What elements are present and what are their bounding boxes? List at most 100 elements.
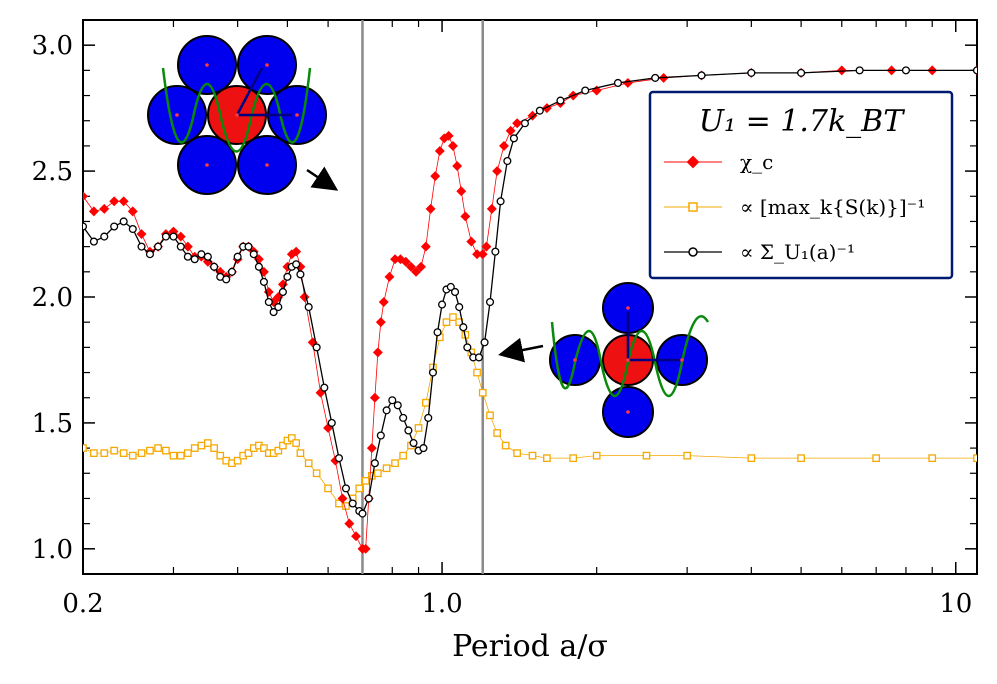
y-tick-label: 1.5	[32, 409, 73, 439]
data-point-diamond	[83, 191, 88, 202]
data-point-circle	[145, 250, 155, 259]
inset-center-dot	[626, 358, 630, 362]
data-point-circle	[613, 78, 622, 88]
y-tick-labels: 1.0 1.5 2.0 2.5 3.0	[32, 31, 73, 565]
data-point-circle	[651, 73, 660, 82]
data-point-circle	[535, 106, 544, 115]
data-point-square	[973, 454, 977, 463]
data-point-diamond	[456, 186, 467, 197]
data-point-square	[233, 456, 242, 465]
data-point-diamond	[416, 261, 426, 272]
inset-center-dot	[573, 358, 577, 362]
series-circle	[83, 66, 977, 518]
data-point-circle	[233, 252, 242, 261]
data-point-circle	[428, 368, 437, 377]
data-point-square	[260, 444, 268, 452]
data-point-square	[244, 449, 253, 457]
data-point-square	[324, 484, 332, 493]
data-point-circle	[348, 499, 357, 508]
data-point-square	[486, 411, 494, 420]
data-point-diamond	[182, 241, 193, 252]
data-point-circle	[197, 250, 206, 259]
data-point-diamond	[109, 196, 120, 207]
data-point-square	[391, 459, 399, 468]
data-point-square	[287, 434, 296, 442]
legend-swatch-marker-2	[688, 202, 698, 212]
data-point-circle	[259, 277, 268, 286]
data-point-square	[355, 484, 364, 493]
data-point-square	[119, 449, 128, 457]
data-point-square	[137, 449, 146, 457]
x-axis-label: Period a/σ	[452, 629, 608, 664]
data-point-square	[312, 469, 321, 478]
data-point-circle	[341, 484, 350, 493]
inset-center-dot	[235, 113, 239, 117]
data-point-square	[304, 459, 313, 468]
data-point-square	[197, 441, 206, 450]
data-point-square	[90, 449, 98, 457]
data-point-diamond	[492, 166, 503, 177]
data-point-circle	[312, 343, 321, 352]
data-point-circle	[459, 323, 468, 332]
data-point-diamond	[175, 231, 186, 242]
data-point-circle	[438, 300, 447, 309]
x-tick-label: 10	[939, 589, 972, 619]
data-point-circle	[222, 275, 231, 284]
data-point-circle	[370, 459, 379, 468]
data-point-circle	[269, 308, 278, 317]
data-point-circle	[190, 255, 199, 264]
data-point-circle	[485, 297, 495, 307]
data-point-circle	[176, 242, 185, 251]
vertical-markers	[361, 20, 484, 574]
data-point-square	[296, 449, 305, 457]
series-layer	[83, 65, 977, 554]
data-point-diamond	[390, 254, 400, 265]
data-point-diamond	[337, 493, 348, 504]
data-point-circle	[446, 282, 455, 291]
data-point-square	[110, 446, 119, 455]
data-point-circle	[358, 509, 367, 518]
data-point-diamond	[400, 256, 411, 267]
data-point-diamond	[472, 249, 483, 260]
data-point-circle	[433, 328, 442, 337]
data-point-diamond	[118, 196, 129, 207]
data-point-diamond	[481, 241, 492, 252]
data-point-circle	[382, 406, 391, 415]
data-point-square	[216, 451, 225, 460]
data-point-square	[361, 476, 370, 485]
series-square	[83, 313, 977, 510]
data-point-square	[274, 446, 283, 455]
data-point-circle	[393, 401, 402, 410]
inset-center-dot	[175, 113, 179, 117]
data-point-circle	[154, 242, 163, 251]
data-point-diamond	[88, 206, 99, 217]
data-point-diamond	[460, 211, 471, 222]
inset1-wave	[161, 67, 312, 153]
data-point-diamond	[425, 203, 436, 214]
data-point-circle	[254, 262, 263, 271]
inset1-arrow	[306, 166, 339, 191]
legend-label-1: χ_c	[740, 150, 773, 174]
inset-center-dot	[626, 306, 630, 310]
data-point-circle	[855, 66, 864, 75]
data-point-circle	[283, 272, 292, 281]
data-point-square	[342, 502, 350, 510]
data-point-square	[382, 464, 391, 473]
data-point-diamond	[443, 130, 454, 141]
data-point-square	[203, 439, 212, 447]
data-point-circle	[249, 250, 258, 259]
inset1-vector-diag	[235, 67, 264, 116]
data-point-diamond	[430, 171, 441, 182]
data-point-circle	[364, 494, 373, 503]
data-point-square	[642, 451, 651, 460]
data-point-circle	[203, 252, 212, 261]
data-point-diamond	[369, 392, 380, 403]
data-point-circle	[110, 222, 119, 231]
data-point-circle	[424, 413, 433, 422]
data-point-diamond	[99, 203, 110, 214]
data-point-circle	[89, 237, 98, 246]
inset2-wave	[550, 315, 710, 397]
data-point-circle	[83, 222, 88, 231]
data-point-diamond	[375, 317, 386, 328]
legend-title: U₁ = 1.7k_BT	[699, 104, 905, 139]
